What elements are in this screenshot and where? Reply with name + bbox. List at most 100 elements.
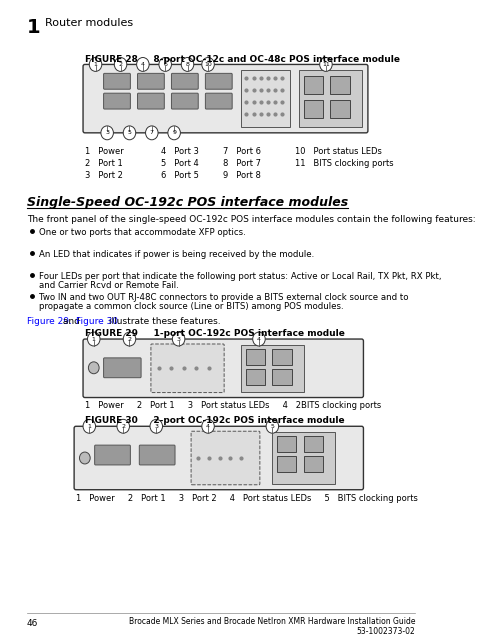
Text: propagate a common clock source (Line or BITS) among POS modules.: propagate a common clock source (Line or… xyxy=(39,302,344,311)
FancyBboxPatch shape xyxy=(95,445,130,465)
Bar xyxy=(272,432,335,484)
Text: Two IN and two OUT RJ-48C connectors to provide a BITS external clock source and: Two IN and two OUT RJ-48C connectors to … xyxy=(39,293,409,303)
Text: and: and xyxy=(60,317,83,326)
Text: 6   Port 5: 6 Port 5 xyxy=(161,170,198,179)
FancyBboxPatch shape xyxy=(151,344,224,392)
Text: 2: 2 xyxy=(128,337,132,342)
FancyBboxPatch shape xyxy=(103,358,141,378)
Text: 4: 4 xyxy=(141,62,145,67)
Text: FIGURE 30     2-port OC-192c POS interface module: FIGURE 30 2-port OC-192c POS interface m… xyxy=(85,417,345,426)
Text: 2: 2 xyxy=(118,62,123,67)
Text: One or two ports that accommodate XFP optics.: One or two ports that accommodate XFP op… xyxy=(39,228,246,237)
Circle shape xyxy=(101,126,113,140)
Bar xyxy=(241,70,290,127)
Bar xyxy=(277,456,297,472)
Text: 4   Port 3: 4 Port 3 xyxy=(161,147,198,156)
Circle shape xyxy=(172,332,185,346)
Text: 1   Power     2   Port 1     3   Port 2     4   Port status LEDs     5   BITS cl: 1 Power 2 Port 1 3 Port 2 4 Port status … xyxy=(76,493,418,502)
Circle shape xyxy=(146,126,158,140)
Circle shape xyxy=(83,419,96,433)
Text: 3: 3 xyxy=(105,131,109,135)
FancyBboxPatch shape xyxy=(74,426,363,490)
FancyBboxPatch shape xyxy=(103,74,130,89)
Text: 11: 11 xyxy=(322,62,330,67)
FancyBboxPatch shape xyxy=(138,74,164,89)
Circle shape xyxy=(80,452,90,464)
FancyBboxPatch shape xyxy=(103,93,130,109)
Text: 11   BITS clocking ports: 11 BITS clocking ports xyxy=(295,159,394,168)
Text: 5   Port 4: 5 Port 4 xyxy=(161,159,198,168)
FancyBboxPatch shape xyxy=(171,93,198,109)
Bar xyxy=(246,349,265,365)
FancyBboxPatch shape xyxy=(139,445,175,465)
Circle shape xyxy=(89,362,99,374)
FancyBboxPatch shape xyxy=(205,93,232,109)
FancyBboxPatch shape xyxy=(171,74,198,89)
Circle shape xyxy=(88,332,100,346)
Text: Figure 30: Figure 30 xyxy=(76,317,118,326)
Bar xyxy=(303,436,323,452)
Circle shape xyxy=(114,58,127,72)
Text: 7   Port 6: 7 Port 6 xyxy=(223,147,261,156)
Bar xyxy=(299,70,362,127)
Text: Single-Speed OC-192c POS interface modules: Single-Speed OC-192c POS interface modul… xyxy=(27,196,348,209)
FancyBboxPatch shape xyxy=(191,431,260,484)
Text: 3: 3 xyxy=(177,337,181,342)
Text: 10: 10 xyxy=(204,62,212,67)
FancyBboxPatch shape xyxy=(138,93,164,109)
Text: illustrate these features.: illustrate these features. xyxy=(106,317,221,326)
Bar xyxy=(272,369,292,385)
Text: 8: 8 xyxy=(186,62,190,67)
Text: Router modules: Router modules xyxy=(45,18,133,28)
Text: 8   Port 7: 8 Port 7 xyxy=(223,159,261,168)
Text: 1   Power: 1 Power xyxy=(85,147,124,156)
Circle shape xyxy=(202,419,214,433)
Circle shape xyxy=(123,332,136,346)
Bar xyxy=(303,100,323,118)
Text: 5: 5 xyxy=(270,424,274,429)
Text: 7: 7 xyxy=(150,131,154,135)
Text: 3   Port 2: 3 Port 2 xyxy=(85,170,123,179)
Bar xyxy=(303,456,323,472)
Text: 3: 3 xyxy=(154,424,158,429)
Text: 1   Power     2   Port 1     3   Port status LEDs     4   2BITS clocking ports: 1 Power 2 Port 1 3 Port status LEDs 4 2B… xyxy=(85,401,381,410)
Text: 9: 9 xyxy=(172,131,176,135)
Text: 1: 1 xyxy=(87,424,91,429)
Circle shape xyxy=(150,419,162,433)
Bar xyxy=(330,76,350,94)
Circle shape xyxy=(266,419,279,433)
Text: Figure 29.: Figure 29. xyxy=(27,317,72,326)
Text: 2: 2 xyxy=(121,424,125,429)
Text: An LED that indicates if power is being received by the module.: An LED that indicates if power is being … xyxy=(39,250,314,259)
Bar xyxy=(303,76,323,94)
Text: Brocade MLX Series and Brocade NetIron XMR Hardware Installation Guide
53-100237: Brocade MLX Series and Brocade NetIron X… xyxy=(129,616,415,636)
Text: FIGURE 28     8-port OC-12c and OC-48c POS interface module: FIGURE 28 8-port OC-12c and OC-48c POS i… xyxy=(85,54,400,63)
Text: FIGURE 29     1-port OC-192c POS interface module: FIGURE 29 1-port OC-192c POS interface m… xyxy=(85,329,345,338)
Bar xyxy=(272,349,292,365)
FancyBboxPatch shape xyxy=(83,339,363,397)
Text: 1: 1 xyxy=(92,337,96,342)
Text: 1: 1 xyxy=(94,62,98,67)
Text: Four LEDs per port that indicate the following port status: Active or Local Rail: Four LEDs per port that indicate the fol… xyxy=(39,271,442,280)
Circle shape xyxy=(137,58,149,72)
Text: and Carrier Rcvd or Remote Fail.: and Carrier Rcvd or Remote Fail. xyxy=(39,280,179,289)
Circle shape xyxy=(320,58,332,72)
Circle shape xyxy=(181,58,194,72)
FancyBboxPatch shape xyxy=(205,74,232,89)
Circle shape xyxy=(202,58,214,72)
Text: 46: 46 xyxy=(27,619,38,628)
Text: The front panel of the single-speed OC-192c POS interface modules contain the fo: The front panel of the single-speed OC-1… xyxy=(27,215,475,224)
Circle shape xyxy=(168,126,180,140)
Bar xyxy=(330,100,350,118)
Text: 9   Port 8: 9 Port 8 xyxy=(223,170,261,179)
Text: 1: 1 xyxy=(27,18,41,37)
Bar xyxy=(241,345,303,392)
Circle shape xyxy=(89,58,102,72)
Text: 6: 6 xyxy=(163,62,167,67)
Circle shape xyxy=(159,58,171,72)
Circle shape xyxy=(117,419,130,433)
Text: 4: 4 xyxy=(206,424,210,429)
FancyBboxPatch shape xyxy=(83,65,368,133)
Circle shape xyxy=(123,126,136,140)
Text: 4: 4 xyxy=(257,337,261,342)
